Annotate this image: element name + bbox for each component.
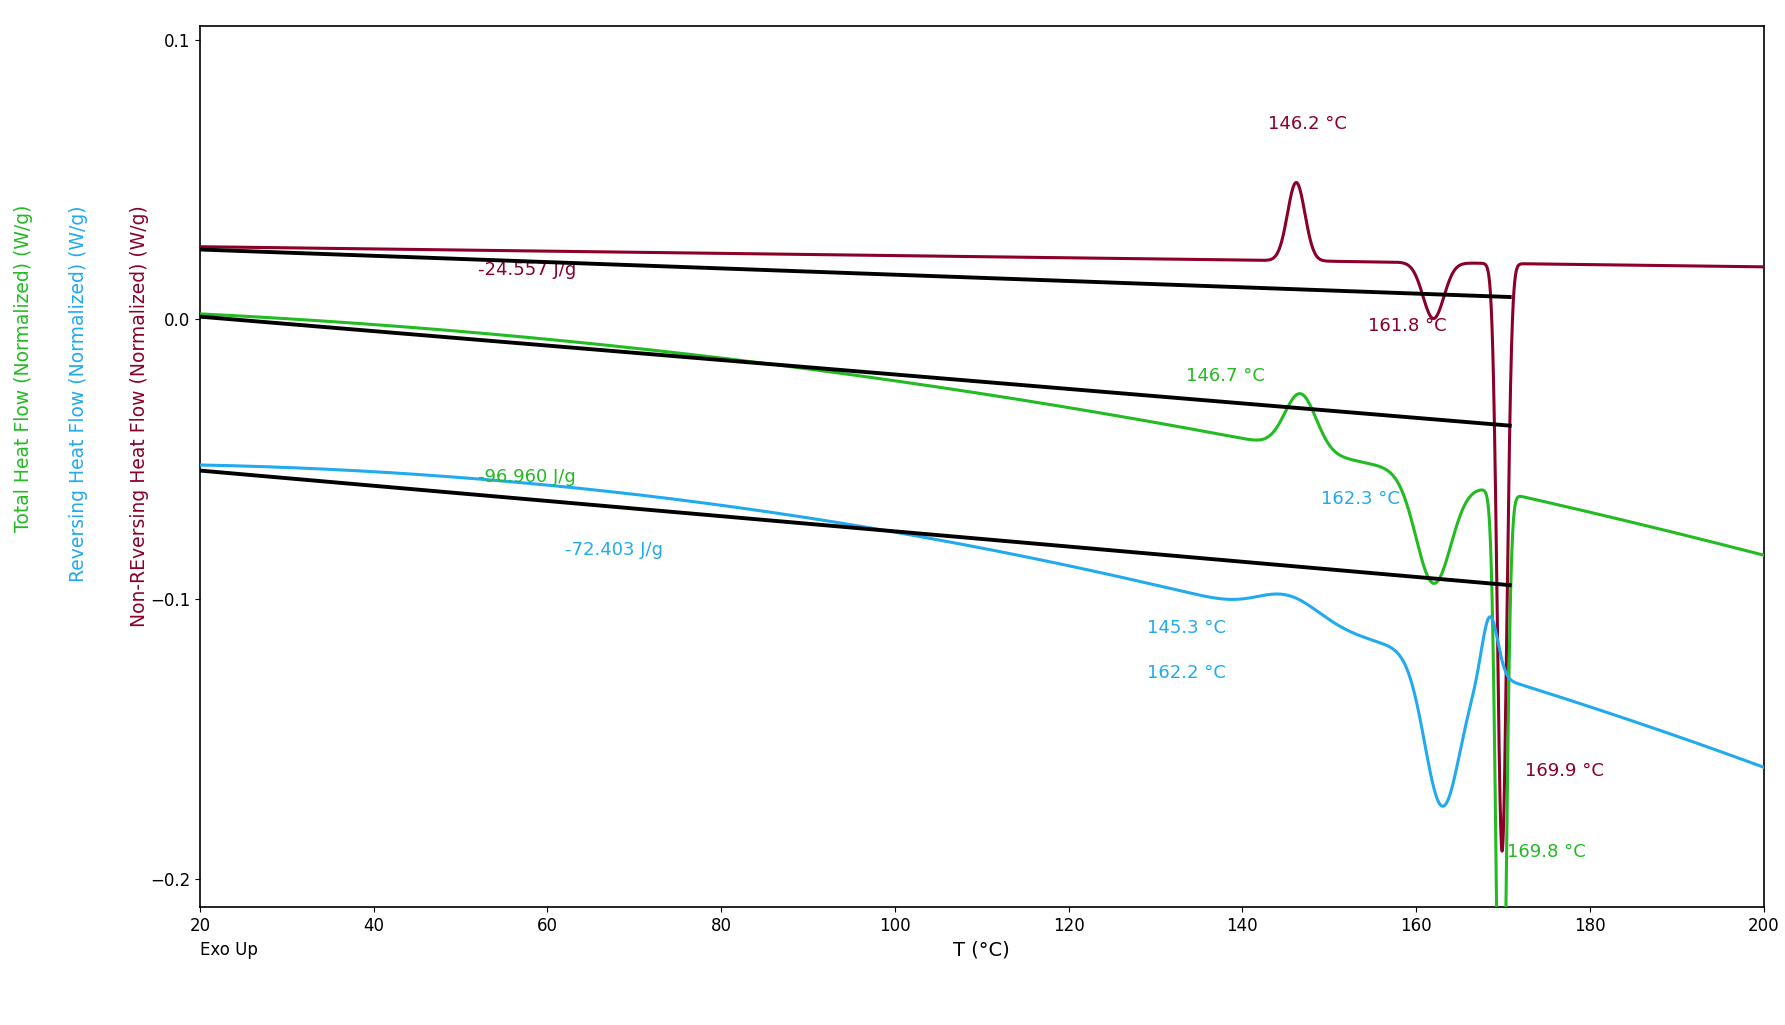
Text: 169.8 °C: 169.8 °C bbox=[1507, 843, 1587, 861]
Text: 161.8 °C: 161.8 °C bbox=[1369, 317, 1448, 334]
Text: Non-REversing Heat Flow (Normalized) (W/g): Non-REversing Heat Flow (Normalized) (W/… bbox=[130, 205, 148, 626]
Text: 169.9 °C: 169.9 °C bbox=[1524, 762, 1603, 780]
Text: Exo Up: Exo Up bbox=[200, 941, 257, 958]
Text: -72.403 J/g: -72.403 J/g bbox=[564, 540, 662, 559]
Text: 162.2 °C: 162.2 °C bbox=[1146, 663, 1226, 682]
Text: 146.2 °C: 146.2 °C bbox=[1269, 115, 1348, 133]
Text: -24.557 J/g: -24.557 J/g bbox=[478, 260, 577, 279]
Text: -96.960 J/g: -96.960 J/g bbox=[478, 467, 575, 486]
Text: Reversing Heat Flow (Normalized) (W/g): Reversing Heat Flow (Normalized) (W/g) bbox=[70, 205, 87, 581]
Text: 162.3 °C: 162.3 °C bbox=[1321, 490, 1399, 508]
X-axis label: T (°C): T (°C) bbox=[953, 940, 1010, 959]
Text: 146.7 °C: 146.7 °C bbox=[1185, 367, 1266, 385]
Text: 145.3 °C: 145.3 °C bbox=[1146, 619, 1226, 637]
Text: Total Heat Flow (Normalized) (W/g): Total Heat Flow (Normalized) (W/g) bbox=[14, 205, 32, 532]
